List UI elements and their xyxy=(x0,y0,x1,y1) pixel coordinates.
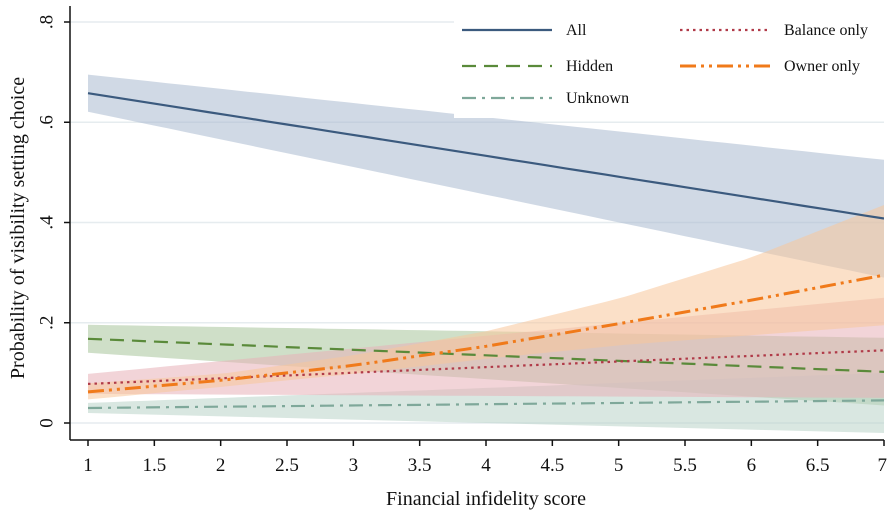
legend-hidden-label: Hidden xyxy=(566,58,613,75)
series-line-all xyxy=(87,92,884,220)
x-tick-label-5: 3.5 xyxy=(408,455,432,476)
y-tick-label-3: .6 xyxy=(36,115,57,129)
x-tick-label-8: 5 xyxy=(614,455,624,476)
x-tick-label-7: 4.5 xyxy=(540,455,564,476)
x-tick-label-9: 5.5 xyxy=(673,455,697,476)
x-tick-label-0: 1 xyxy=(83,455,93,476)
x-tick-label-12: 7 xyxy=(878,455,888,476)
x-tick-label-3: 2.5 xyxy=(275,455,299,476)
x-axis-title: Financial infidelity score xyxy=(386,488,586,510)
legend-unknown-label: Unknown xyxy=(566,90,629,107)
y-tick-label-0: 0 xyxy=(36,418,57,428)
y-tick-label-1: .2 xyxy=(36,316,57,330)
y-axis-title: Probability of visibility setting choice xyxy=(7,77,29,379)
x-tick-label-10: 6 xyxy=(747,455,757,476)
series-line-hidden xyxy=(87,337,884,373)
series-line-unknown xyxy=(87,399,884,410)
series-line-owner-only xyxy=(87,273,884,394)
legend: All Balance only Hidden Owner only Unknown xyxy=(454,8,884,118)
legend-owner-only-label: Owner only xyxy=(784,58,860,75)
series-lines xyxy=(87,92,884,410)
y-tick-label-4: .8 xyxy=(36,15,57,29)
x-tick-label-1: 1.5 xyxy=(142,455,166,476)
x-tick-label-2: 2 xyxy=(216,455,226,476)
axes: 0 .2 .4 .6 .8 1 1.5 2 2.5 3 3.5 4 4.5 5 5.5 6 6.5 7 xyxy=(36,6,887,476)
x-tick-label-11: 6.5 xyxy=(806,455,830,476)
y-tick-label-2: .4 xyxy=(36,215,57,230)
x-tick-label-6: 4 xyxy=(481,455,491,476)
legend-balance-only-label: Balance only xyxy=(784,22,868,39)
x-tick-label-4: 3 xyxy=(349,455,359,476)
legend-box xyxy=(454,8,884,118)
legend-all-label: All xyxy=(566,22,587,39)
series-line-balance-only xyxy=(87,349,884,385)
